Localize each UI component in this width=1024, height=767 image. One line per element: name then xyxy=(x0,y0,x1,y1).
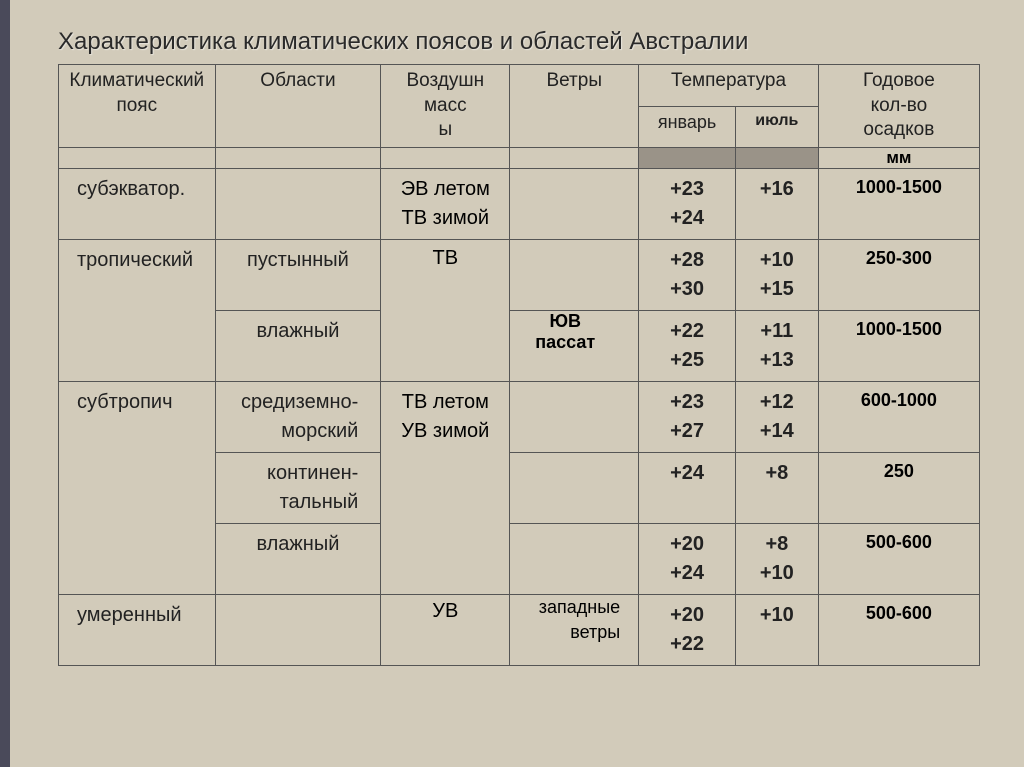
precip-subtropic-cont: 250 xyxy=(818,453,979,524)
jul-temperate: +10 xyxy=(735,595,818,666)
hdr-january: январь xyxy=(639,107,736,148)
page-title: Характеристика климатических поясов и об… xyxy=(0,0,1024,64)
wind-subtropic-med xyxy=(510,382,639,453)
precip-tropical-desert: 250-300 xyxy=(818,240,979,311)
jul-subtropic-cont: +8 xyxy=(735,453,818,524)
hdr-july: июль xyxy=(735,107,818,148)
jul-subequatorial: +16 xyxy=(735,169,818,240)
row-temperate: умеренный УВ западные ветры +20 +22 +10 … xyxy=(59,595,980,666)
jan-subtropic-cont: +24 xyxy=(639,453,736,524)
precip-subtropic-med: 600-1000 xyxy=(818,382,979,453)
row-subequatorial: субэкватор. ЭВ летом ТВ зимой +23 +24 +1… xyxy=(59,169,980,240)
row-subtropic-med: субтропич средиземно- морский ТВ летом У… xyxy=(59,382,980,453)
region-subtropic-med: средиземно- морский xyxy=(215,382,381,453)
wind-subtropic-cont xyxy=(510,453,639,524)
precip-subtropic-humid: 500-600 xyxy=(818,524,979,595)
hdr-winds: Ветры xyxy=(510,65,639,148)
airmass-tropical: ТВ xyxy=(381,240,510,382)
region-subequatorial xyxy=(215,169,381,240)
jan-subtropic-med: +23 +27 xyxy=(639,382,736,453)
precip-subequatorial: 1000-1500 xyxy=(818,169,979,240)
hdr-region: Области xyxy=(215,65,381,148)
wind-temperate: западные ветры xyxy=(510,595,639,666)
belt-tropical: тропический xyxy=(59,240,216,382)
side-accent xyxy=(0,0,10,767)
airmass-subtropical: ТВ летом УВ зимой xyxy=(381,382,510,595)
hdr-belt: Климатический пояс xyxy=(59,65,216,148)
climate-table-wrapper: Климатический пояс Области Воздушн масс … xyxy=(0,64,1024,666)
wind-tropical-desert xyxy=(510,240,639,311)
jan-subtropic-humid: +20 +24 xyxy=(639,524,736,595)
belt-subtropical: субтропич xyxy=(59,382,216,595)
jan-tropical-humid: +22 +25 xyxy=(639,311,736,382)
spacer-row: мм xyxy=(59,148,980,169)
precip-temperate: 500-600 xyxy=(818,595,979,666)
hdr-precip-unit: мм xyxy=(818,148,979,169)
hdr-temperature: Температура xyxy=(639,65,819,107)
belt-subequatorial: субэкватор. xyxy=(59,169,216,240)
jul-subtropic-humid: +8 +10 xyxy=(735,524,818,595)
jul-tropical-desert: +10 +15 xyxy=(735,240,818,311)
row-tropical-desert: тропический пустынный ТВ +28 +30 +10 +15… xyxy=(59,240,980,311)
wind-subtropic-humid xyxy=(510,524,639,595)
climate-table: Климатический пояс Области Воздушн масс … xyxy=(58,64,980,666)
hdr-airmass: Воздушн масс ы xyxy=(381,65,510,148)
region-subtropic-cont: континен- тальный xyxy=(215,453,381,524)
belt-temperate: умеренный xyxy=(59,595,216,666)
region-temperate xyxy=(215,595,381,666)
hdr-precip: Годовое кол-во осадков xyxy=(818,65,979,148)
region-tropical-humid: влажный xyxy=(215,311,381,382)
jan-tropical-desert: +28 +30 xyxy=(639,240,736,311)
jan-temperate: +20 +22 xyxy=(639,595,736,666)
jul-subtropic-med: +12 +14 xyxy=(735,382,818,453)
region-tropical-desert: пустынный xyxy=(215,240,381,311)
region-subtropic-humid: влажный xyxy=(215,524,381,595)
wind-tropical-humid: ЮВ пассат xyxy=(510,311,639,382)
jul-tropical-humid: +11 +13 xyxy=(735,311,818,382)
header-row-1: Климатический пояс Области Воздушн масс … xyxy=(59,65,980,107)
jan-subequatorial: +23 +24 xyxy=(639,169,736,240)
airmass-temperate: УВ xyxy=(381,595,510,666)
precip-tropical-humid: 1000-1500 xyxy=(818,311,979,382)
wind-subequatorial xyxy=(510,169,639,240)
airmass-subequatorial: ЭВ летом ТВ зимой xyxy=(381,169,510,240)
